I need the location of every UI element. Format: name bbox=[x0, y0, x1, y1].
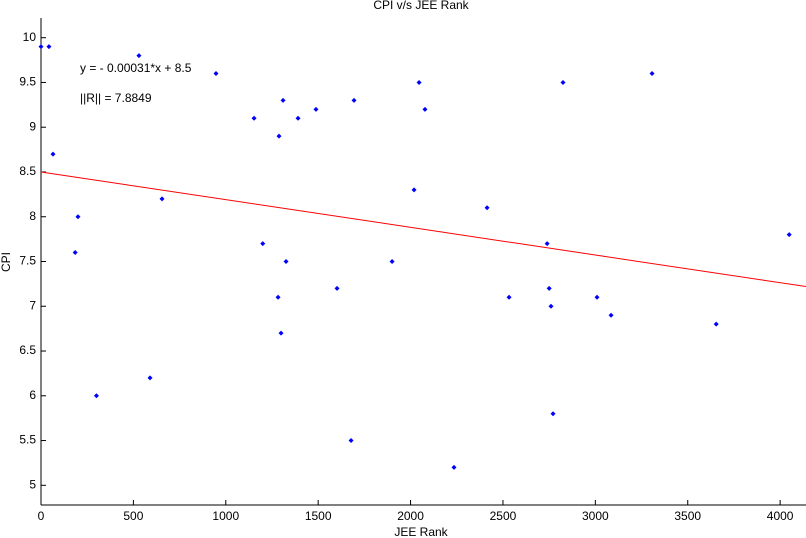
point bbox=[786, 232, 792, 238]
point bbox=[38, 44, 44, 50]
point bbox=[275, 294, 281, 300]
y-axis-label: CPI bbox=[0, 252, 13, 272]
point bbox=[260, 241, 266, 247]
point bbox=[75, 214, 81, 220]
y-tick-label: 5.5 bbox=[19, 433, 36, 447]
point bbox=[484, 205, 490, 211]
y-tick-label: 6.5 bbox=[19, 343, 36, 357]
point bbox=[136, 53, 142, 59]
x-tick-label: 3500 bbox=[674, 509, 701, 523]
point bbox=[46, 44, 52, 50]
point bbox=[416, 79, 422, 85]
point bbox=[72, 250, 78, 256]
point bbox=[50, 151, 56, 157]
x-tick-label: 1000 bbox=[212, 509, 239, 523]
point bbox=[389, 259, 395, 264]
point bbox=[544, 241, 550, 247]
x-tick-label: 1500 bbox=[305, 509, 332, 523]
point bbox=[159, 196, 165, 202]
point bbox=[213, 71, 219, 77]
y-tick-label: 9.5 bbox=[19, 75, 36, 89]
y-tick-label: 7 bbox=[29, 298, 36, 312]
annotation: y = - 0.00031*x + 8.5 bbox=[80, 61, 192, 75]
y-tick-label: 8 bbox=[29, 209, 36, 223]
x-tick-label: 4000 bbox=[767, 509, 794, 523]
point bbox=[348, 438, 354, 444]
point bbox=[411, 187, 417, 193]
point bbox=[546, 285, 552, 291]
x-tick-label: 2000 bbox=[397, 509, 424, 523]
point bbox=[334, 285, 340, 291]
y-tick-label: 8.5 bbox=[19, 164, 36, 178]
point bbox=[594, 294, 600, 300]
x-tick-label: 3000 bbox=[582, 509, 609, 523]
x-tick-label: 2500 bbox=[490, 509, 517, 523]
point bbox=[295, 115, 301, 121]
fit-line bbox=[40, 171, 806, 288]
point bbox=[313, 106, 319, 112]
y-tick-label: 7.5 bbox=[19, 254, 36, 268]
point bbox=[560, 79, 566, 85]
point bbox=[278, 330, 284, 336]
x-axis-label: JEE Rank bbox=[394, 525, 448, 538]
point bbox=[147, 375, 153, 381]
point bbox=[283, 259, 289, 264]
point bbox=[422, 106, 428, 112]
point bbox=[93, 393, 99, 399]
point bbox=[351, 97, 357, 103]
y-tick-label: 6 bbox=[29, 388, 36, 402]
point bbox=[251, 115, 257, 121]
point bbox=[276, 133, 282, 139]
y-tick-label: 10 bbox=[23, 30, 37, 44]
point bbox=[713, 321, 719, 327]
point bbox=[550, 411, 556, 417]
chart-title: CPI v/s JEE Rank bbox=[373, 0, 469, 12]
point bbox=[608, 312, 614, 318]
point bbox=[649, 71, 655, 77]
x-tick-label: 500 bbox=[123, 509, 143, 523]
point bbox=[280, 97, 286, 103]
point bbox=[451, 464, 457, 470]
y-tick-label: 5 bbox=[29, 477, 36, 491]
annotation: ||R|| = 7.8849 bbox=[80, 91, 152, 105]
x-tick-label: 0 bbox=[38, 509, 45, 523]
point bbox=[548, 303, 554, 309]
point bbox=[506, 294, 512, 300]
y-tick-label: 9 bbox=[29, 119, 36, 133]
